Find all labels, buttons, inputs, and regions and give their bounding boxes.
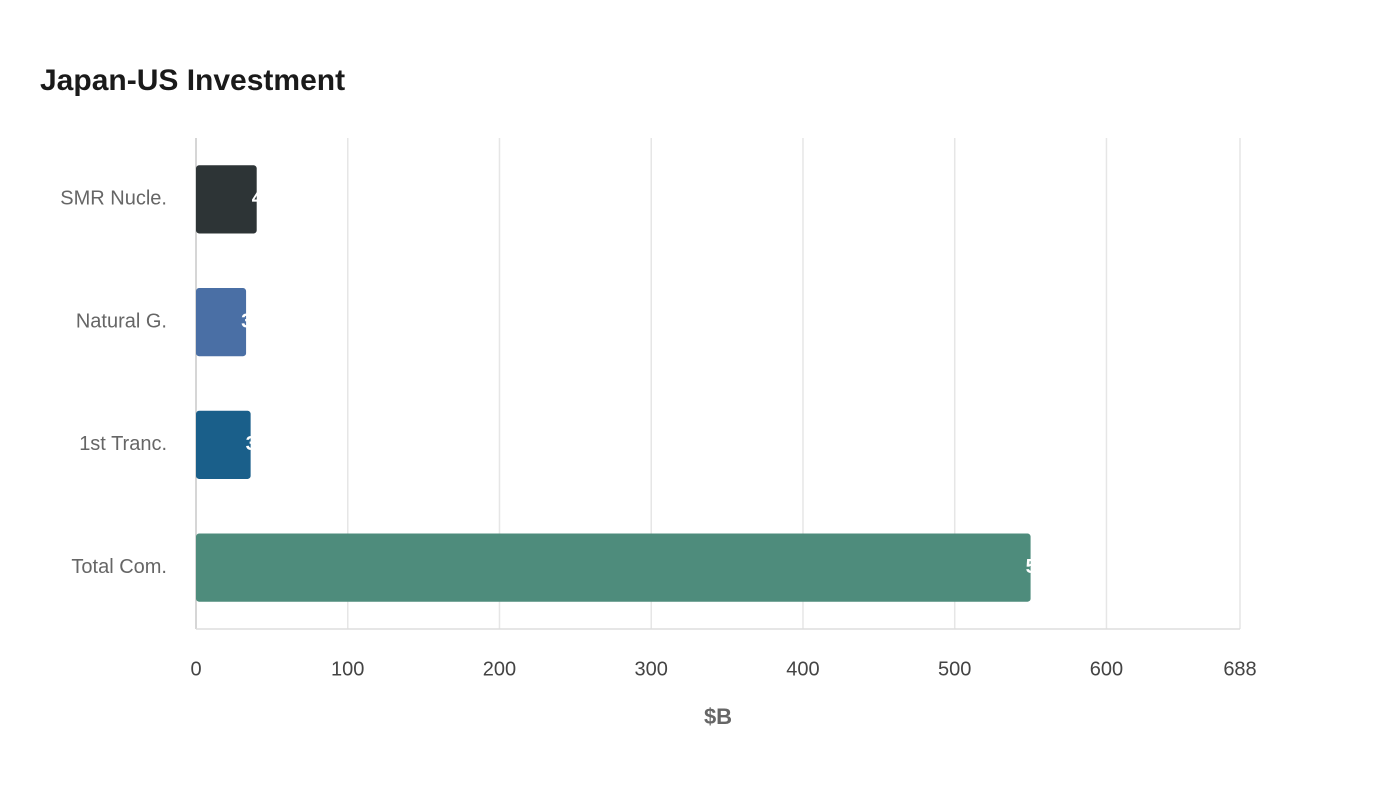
bar [196, 288, 247, 357]
x-tick-label: 600 [1090, 658, 1123, 680]
x-tick-label: 300 [635, 658, 668, 680]
bar [196, 533, 1031, 602]
value-label: 550 [1026, 556, 1059, 578]
value-label: 36 [246, 433, 268, 455]
value-label: 33 [241, 310, 263, 332]
x-tick-label: 0 [190, 658, 201, 680]
x-tick-label: 200 [483, 658, 516, 680]
x-tick-label: 100 [331, 658, 364, 680]
x-tick-label: 400 [786, 658, 819, 680]
x-axis-label: $B [704, 704, 732, 729]
value-label: 40 [252, 188, 274, 210]
x-tick-label: 688 [1223, 658, 1256, 680]
bar [196, 410, 251, 479]
y-tick-label: SMR Nucle. [60, 188, 167, 210]
y-tick-label: 1st Tranc. [79, 433, 167, 455]
chart-title: Japan-US Investment [40, 64, 345, 97]
bar [196, 165, 257, 234]
x-tick-label: 500 [938, 658, 971, 680]
y-tick-label: Natural G. [76, 310, 167, 332]
y-tick-label: Total Com. [71, 556, 167, 578]
